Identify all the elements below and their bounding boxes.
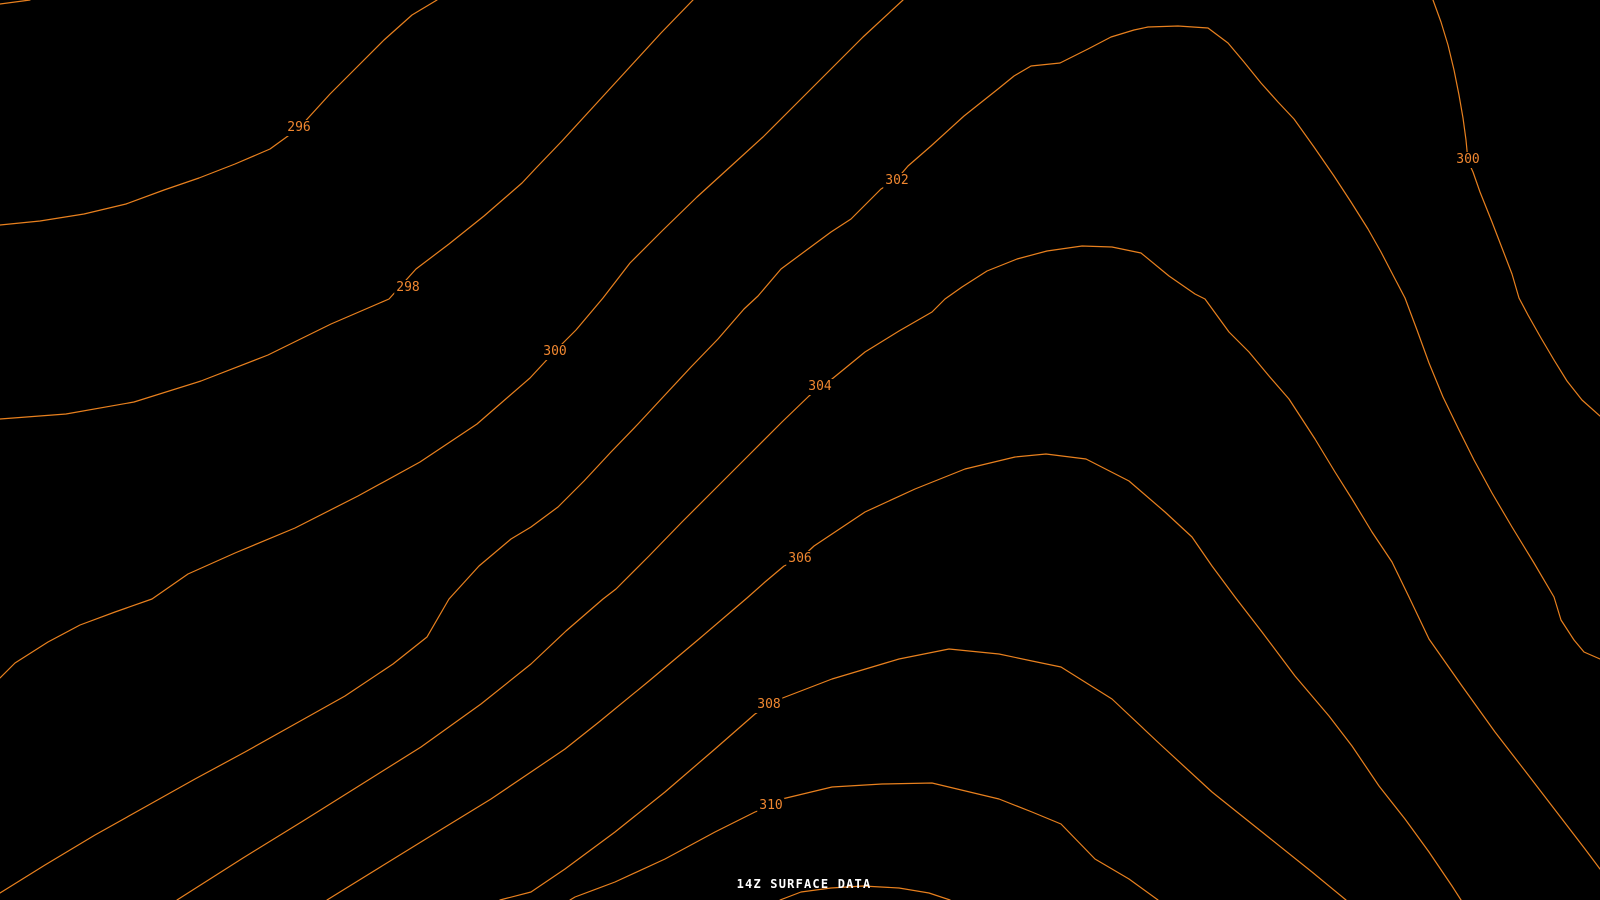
contour-label-300: 300 xyxy=(541,344,569,360)
contour-line-298 xyxy=(0,0,694,420)
contour-label-298: 298 xyxy=(394,280,422,296)
contour-line-308 xyxy=(499,648,1347,900)
contour-line-300 xyxy=(0,0,904,679)
contour-label-304: 304 xyxy=(806,379,834,395)
contour-label-302: 302 xyxy=(883,173,911,189)
contour-label-308: 308 xyxy=(755,697,783,713)
contour-label-300: 300 xyxy=(1454,152,1482,168)
map-title: 14Z SURFACE DATA xyxy=(736,877,872,891)
contour-line-300 xyxy=(1432,0,1600,417)
contour-line-306 xyxy=(326,453,1462,900)
contour-line-302 xyxy=(0,25,1600,894)
contour-line-310 xyxy=(569,782,1159,900)
contour-label-306: 306 xyxy=(786,551,814,567)
contour-label-310: 310 xyxy=(757,798,785,814)
contour-line-296 xyxy=(0,0,438,226)
contour-line xyxy=(0,0,31,5)
contour-line xyxy=(779,885,951,900)
contour-line-304 xyxy=(176,245,1600,900)
contour-label-296: 296 xyxy=(285,120,313,136)
